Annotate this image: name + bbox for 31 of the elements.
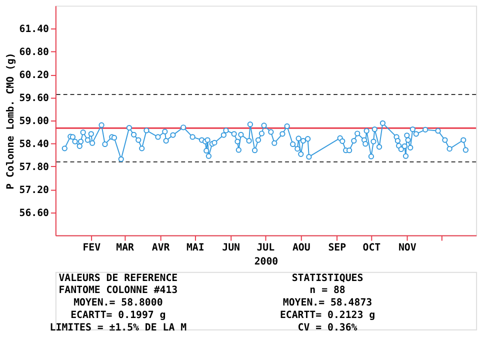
y-axis-title: P Colonne Lomb. CMO (g): [5, 52, 16, 190]
y-tick-label: 56.60: [19, 208, 50, 219]
x-tick-label: MAR: [116, 242, 134, 254]
x-tick-label: FEV: [82, 242, 101, 254]
text: MOYEN.= 58.8000: [74, 298, 163, 309]
text: FANTOME COLONNE #413: [58, 285, 178, 296]
y-tick-label: 60.80: [19, 47, 50, 58]
text: n = 88: [310, 285, 346, 296]
y-tick-label: 58.40: [19, 138, 50, 150]
y-tick-label: 57.80: [19, 162, 50, 173]
text: VALEURS DE REFERENCE: [58, 272, 178, 284]
y-tick-label: 59.60: [19, 93, 50, 104]
x-tick-label: AVR: [152, 242, 170, 254]
text: MOYEN.= 58.4873: [282, 298, 372, 309]
x-tick-label: JUN: [222, 242, 240, 254]
y-tick-label: 61.40: [19, 24, 50, 36]
text: ECARTT= 0.2123 g: [280, 310, 376, 321]
text: STATISTIQUES: [292, 272, 364, 284]
x-tick-label: JUL: [256, 242, 275, 254]
x-tick-label: OCT: [362, 242, 381, 254]
x-tick-label: MAI: [186, 242, 204, 254]
text: ECARTT= 0.1997 g: [70, 310, 166, 321]
text: CV = 0.36%: [298, 322, 358, 334]
y-tick-label: 60.20: [19, 70, 50, 82]
x-tick-label: AOU: [292, 242, 310, 254]
text: LIMITES = ±1.5% DE LA M: [50, 322, 187, 334]
x-axis-title: 2000: [254, 256, 278, 268]
y-tick-label: 57.20: [19, 184, 50, 196]
x-tick-label: SEP: [328, 242, 346, 254]
x-tick-label: NOV: [398, 242, 416, 254]
y-tick-label: 59.00: [19, 116, 50, 127]
